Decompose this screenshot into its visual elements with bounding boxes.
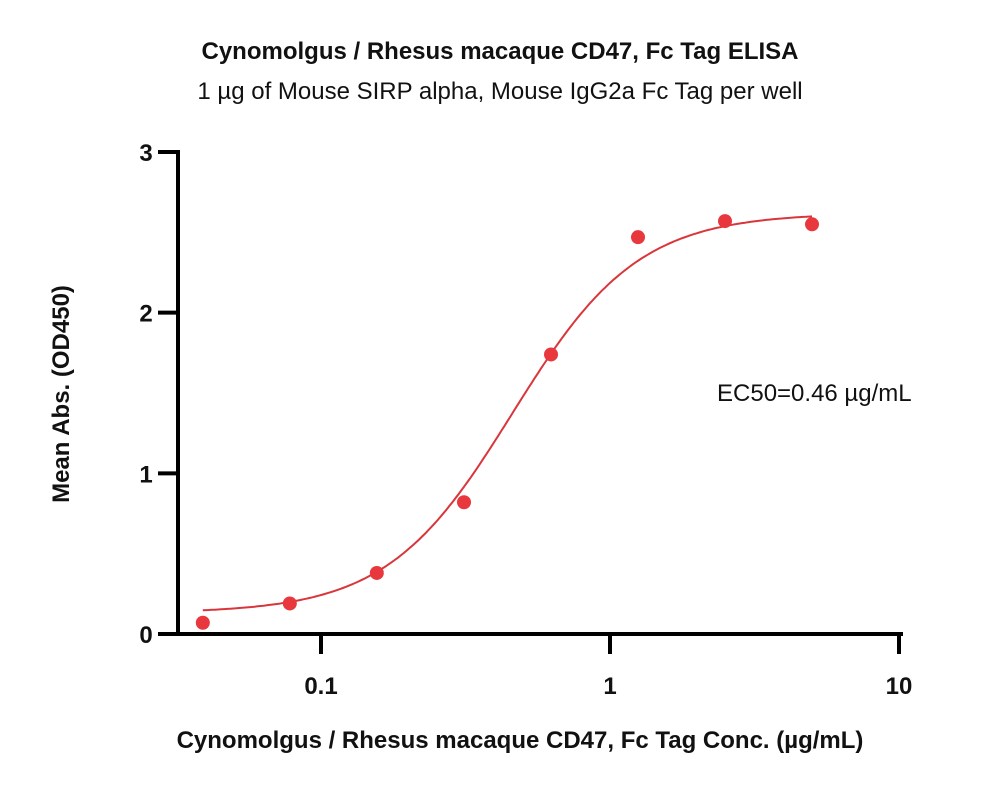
x-axis-label: Cynomolgus / Rhesus macaque CD47, Fc Tag… <box>176 727 864 754</box>
data-point <box>805 217 820 232</box>
data-point <box>282 596 297 611</box>
y-tick-label: 3 <box>139 140 152 167</box>
data-point <box>195 615 210 630</box>
x-tick-label: 0.1 <box>304 673 337 700</box>
y-tick-label: 0 <box>139 622 152 649</box>
fit-curve <box>202 215 813 612</box>
data-point <box>369 565 384 580</box>
ec50-annotation: EC50=0.46 µg/mL <box>717 380 912 407</box>
data-points <box>195 214 820 630</box>
fit-curve-path <box>202 215 813 612</box>
chart-subtitle: 1 µg of Mouse SIRP alpha, Mouse IgG2a Fc… <box>197 78 803 105</box>
data-point <box>718 214 733 229</box>
chart-title: Cynomolgus / Rhesus macaque CD47, Fc Tag… <box>201 38 799 65</box>
data-point <box>631 230 646 245</box>
axes: 0 1 2 3 0.1 1 10 <box>139 140 912 700</box>
x-tick-label: 10 <box>886 673 913 700</box>
y-tick-label: 1 <box>139 461 152 488</box>
data-point <box>457 495 472 510</box>
x-tick-label: 1 <box>603 673 616 700</box>
y-tick-label: 2 <box>139 301 152 328</box>
data-point <box>544 347 559 362</box>
